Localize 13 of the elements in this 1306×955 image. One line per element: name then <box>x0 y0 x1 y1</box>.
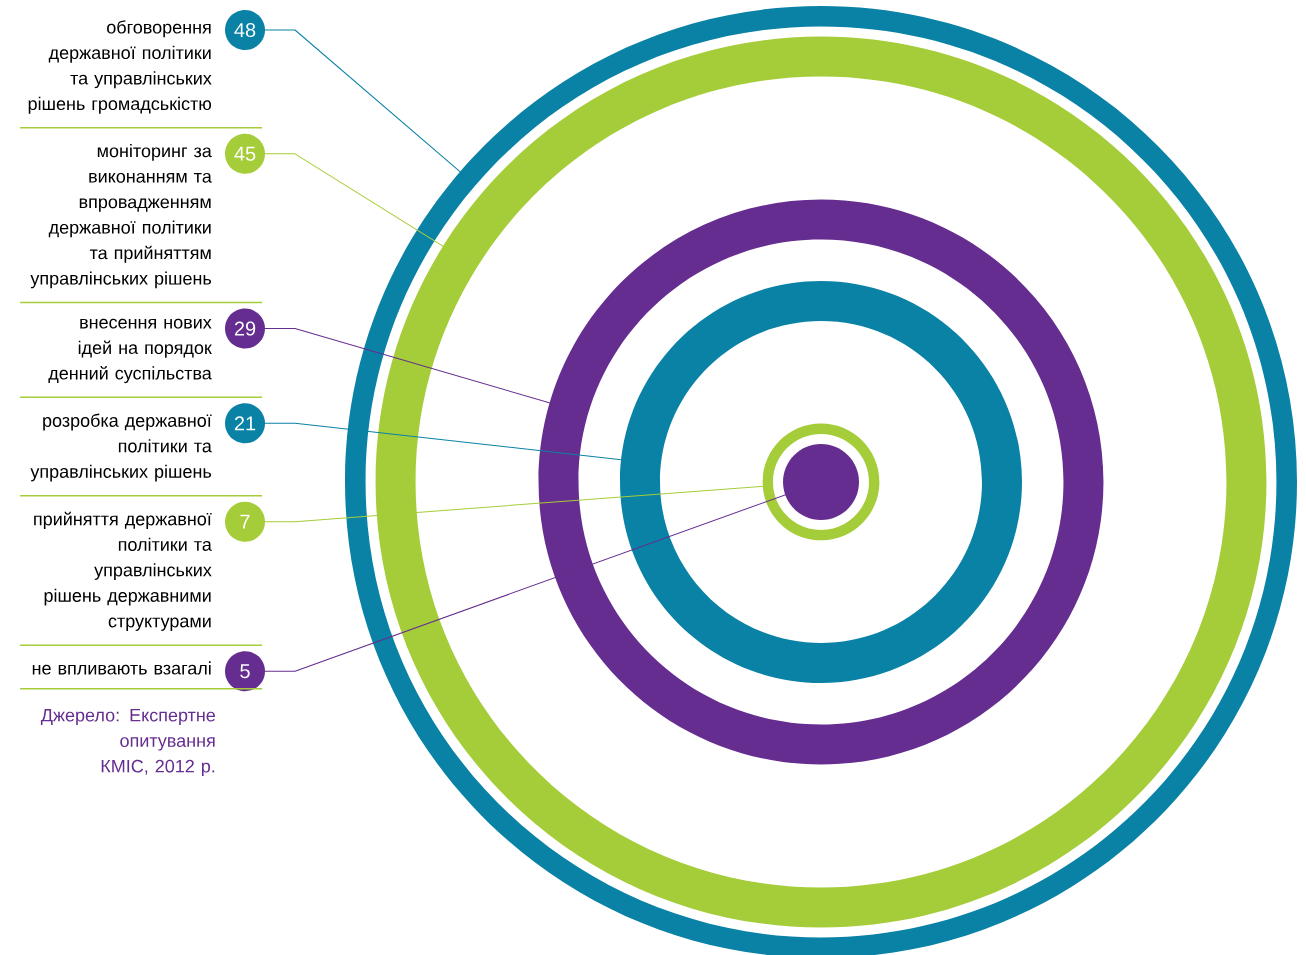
category-label: обговорення державної політики та управлінських рішень громадськістю <box>28 20 212 114</box>
data-label: 21 <box>234 416 256 431</box>
category-label: внесення нових ідей на порядок денний суспільства <box>48 318 212 384</box>
text: Джерело: Експертне опитування КМІС, 2012 р. <box>40 708 215 777</box>
category-label: розробка державної політики та управлінських рішень <box>30 413 212 482</box>
category-label: прийняття державної політики та управлінських рішень державними структурами <box>34 511 212 631</box>
data-label: 29 <box>234 321 256 336</box>
data-label: 48 <box>234 22 256 38</box>
data-label: 7 <box>240 514 250 529</box>
category-label: моніторинг за виконанням та впровадженням державної політики та прийняттям управлінських рішень <box>30 144 212 289</box>
data-label: 45 <box>234 146 256 161</box>
category-label: не впливають взагалі <box>32 661 211 675</box>
data-label: 5 <box>240 664 250 679</box>
